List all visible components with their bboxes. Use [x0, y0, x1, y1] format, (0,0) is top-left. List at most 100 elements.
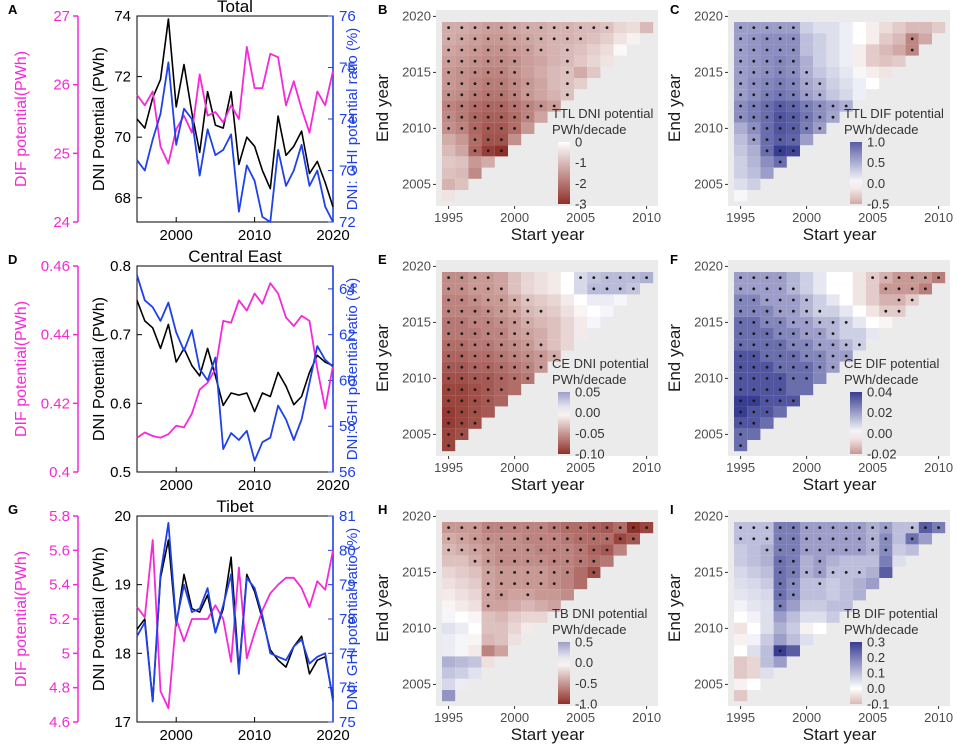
dot — [447, 433, 450, 436]
dot — [486, 126, 490, 130]
heatmap-cell — [800, 578, 814, 590]
legend-tick-label: 0.00 — [575, 405, 600, 420]
dot — [592, 287, 596, 291]
x-tick-label: 2005 — [566, 460, 595, 475]
y-tick-label: 2005 — [694, 176, 723, 191]
dot — [805, 104, 808, 108]
outer-axis-tick-label: 27 — [53, 8, 70, 25]
right-axis-title: DNI: GHI potential ratio (%) — [344, 278, 361, 461]
dot — [486, 332, 490, 335]
dot — [460, 321, 464, 324]
dot — [765, 354, 769, 358]
y-tick-label: 2015 — [694, 314, 723, 329]
heatmap-cell — [826, 600, 840, 612]
heatmap-cell — [508, 634, 522, 646]
dot — [910, 537, 914, 541]
dot — [765, 93, 769, 97]
heatmap-cell — [734, 667, 748, 679]
heatmap-cell — [892, 44, 906, 56]
dot — [792, 287, 795, 291]
dot — [526, 354, 530, 358]
dot — [486, 526, 490, 529]
dot — [778, 37, 782, 41]
heatmap-cell — [852, 578, 866, 590]
dot — [818, 365, 822, 369]
inner-axis-title: DNI Potential (PWh) — [91, 547, 108, 691]
heatmap-cell — [760, 634, 774, 646]
dot — [752, 526, 756, 529]
heatmap-cell — [600, 305, 614, 317]
chart-title: Tibet — [216, 500, 253, 516]
heatmap-cell — [786, 600, 800, 612]
heatmap-cell — [800, 55, 814, 67]
chart-G: G Tibet 2000 2010 2020 17 18 19 20 4.6 4.8 5 5.2 5.4 5… — [8, 497, 361, 744]
legend-title-line2: PWh/decade — [844, 122, 918, 137]
dot — [460, 48, 464, 52]
dot — [645, 526, 648, 529]
dot — [831, 571, 835, 574]
significance-dots — [447, 276, 648, 447]
dot — [473, 410, 477, 414]
dot — [765, 399, 769, 403]
dot — [632, 287, 635, 291]
dot — [460, 126, 464, 130]
chart-I: I 1995 2000 2005 2010 2005 2010 2015 2020 Start y… — [665, 502, 953, 744]
dot — [447, 71, 450, 74]
right-axis-tick-label: 75 — [339, 714, 356, 731]
heatmap-cell — [839, 272, 853, 284]
dot — [460, 433, 464, 436]
dot — [513, 559, 516, 563]
dot — [486, 388, 490, 391]
dot — [805, 571, 808, 574]
chart-C: C 1995 2000 2005 2010 2005 2010 2015 2020 Start y… — [665, 2, 953, 244]
heatmap-cell — [574, 328, 588, 340]
heatmap-cell — [508, 600, 522, 612]
heatmap-cell — [468, 622, 482, 634]
dot — [605, 537, 609, 541]
dot — [897, 276, 901, 279]
panel-B: B 1995 2000 2005 2010 2005 2010 2015 2020 Start y… — [372, 0, 664, 250]
y-axis-title: End year — [665, 574, 684, 642]
dot — [486, 93, 490, 97]
x-tick-label: 1995 — [726, 710, 755, 725]
inner-axis-tick-label: 0.5 — [110, 464, 131, 481]
x-tick-label: 2005 — [858, 710, 887, 725]
dot — [765, 138, 769, 142]
dot — [752, 276, 756, 279]
heatmap-cell — [521, 611, 535, 623]
panel-I: I 1995 2000 2005 2010 2005 2010 2015 2020 Start y… — [664, 500, 957, 751]
heatmap-cell — [760, 645, 774, 657]
heatmap-cell — [813, 372, 827, 384]
legend-tick-label: 0.0 — [867, 176, 885, 191]
dot — [500, 71, 503, 74]
panel-letter-D: D — [8, 252, 17, 267]
dot — [552, 37, 556, 41]
legend-colorbar — [850, 142, 862, 204]
dot — [937, 276, 940, 279]
dot — [579, 548, 582, 552]
heatmap-cell — [760, 656, 774, 668]
legend-tick-label: -0.10 — [575, 447, 605, 462]
dot — [792, 354, 795, 358]
heatmap-cell — [534, 600, 548, 612]
heatmap-cell — [613, 33, 627, 45]
dot — [752, 354, 756, 358]
plot-box — [136, 15, 334, 223]
dot — [526, 104, 530, 108]
heatmap-cell — [892, 55, 906, 67]
dot — [778, 354, 782, 358]
dot — [805, 82, 808, 85]
heatmap-cell — [826, 44, 840, 56]
x-tick-label: 2000 — [160, 227, 193, 244]
x-axis-title: Start year — [511, 225, 585, 244]
legend-tick-label: 0.5 — [867, 155, 885, 170]
dot — [486, 71, 490, 74]
chart-title: Central East — [188, 250, 282, 266]
outer-axis-tick-label: 5.4 — [49, 577, 70, 594]
dot — [539, 365, 543, 369]
dot — [739, 82, 742, 85]
legend-tick-label: -2 — [575, 176, 587, 191]
dot — [460, 93, 464, 97]
outer-axis-tick-label: 0.42 — [41, 395, 70, 412]
heatmap-cell — [826, 33, 840, 45]
